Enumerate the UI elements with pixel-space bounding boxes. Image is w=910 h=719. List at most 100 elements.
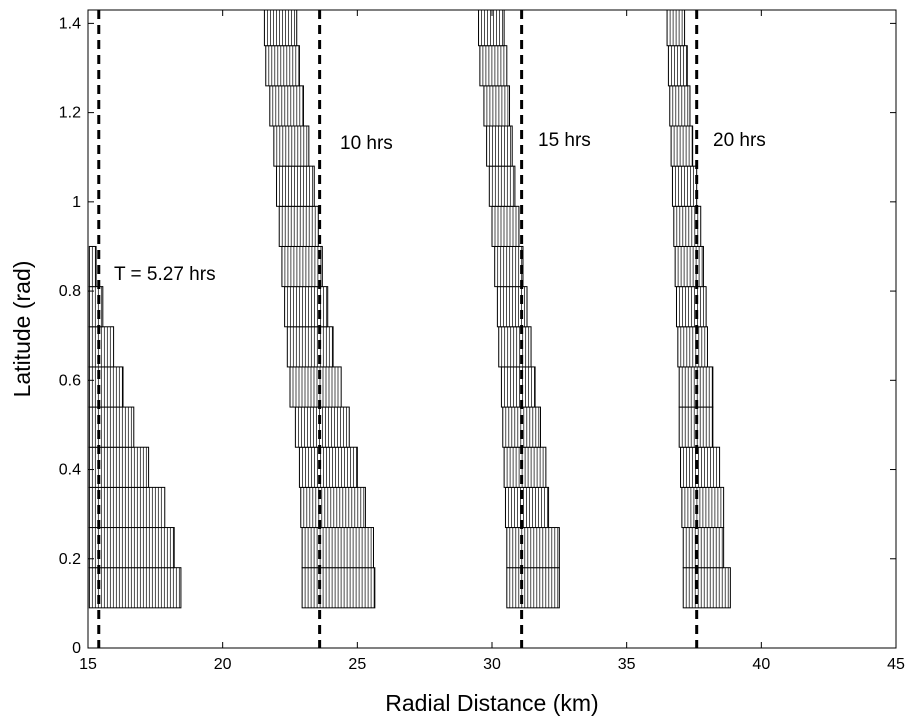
- lat-box-hatch: [669, 0, 681, 6]
- lat-box: [301, 527, 374, 569]
- lat-box-hatch: [91, 246, 96, 287]
- lat-box: [278, 205, 319, 247]
- y-tick-label: 0.8: [59, 283, 81, 300]
- y-tick-label: 1: [72, 194, 81, 211]
- lat-box: [666, 10, 686, 47]
- series-2-boxes: [262, 0, 376, 609]
- lat-box-hatch: [303, 487, 365, 528]
- lat-box-hatch: [681, 366, 713, 408]
- lat-box-rect: [682, 567, 731, 609]
- lat-box-rect: [666, 0, 684, 6]
- lat-box: [675, 286, 707, 328]
- x-tick-label: 35: [618, 656, 636, 673]
- lat-box: [670, 125, 694, 167]
- lat-box-hatch: [505, 407, 540, 448]
- lat-box-hatch: [675, 166, 694, 207]
- lat-box-hatch: [91, 407, 132, 448]
- lat-box: [289, 366, 342, 408]
- lat-box: [506, 527, 560, 569]
- lat-box: [674, 245, 704, 288]
- lat-box: [269, 85, 304, 127]
- lat-box-hatch: [676, 206, 699, 247]
- lat-box-rect: [486, 125, 513, 167]
- lat-box-hatch: [287, 286, 327, 327]
- lat-box: [677, 326, 708, 368]
- x-tick-label: 15: [79, 656, 97, 673]
- boxes-layer: [88, 0, 731, 609]
- y-tick-label: 0.6: [59, 372, 81, 389]
- lat-box-hatch: [673, 126, 693, 167]
- lat-box: [265, 45, 300, 87]
- lat-box: [678, 406, 714, 448]
- lat-box: [503, 446, 547, 488]
- lat-box: [263, 10, 298, 47]
- lat-box: [88, 245, 97, 288]
- lat-box-hatch: [480, 0, 501, 6]
- lat-box-rect: [502, 406, 541, 448]
- series-labels: T = 5.27 hrs 10 hrs 15 hrs 20 hrs: [114, 130, 766, 285]
- lat-box-rect: [88, 286, 104, 328]
- series-3-boxes: [477, 0, 560, 609]
- x-tick-label: 25: [348, 656, 366, 673]
- lat-box-hatch: [482, 45, 505, 86]
- lat-box-hatch: [679, 286, 704, 327]
- lat-box-rect: [680, 446, 721, 488]
- lat-box: [276, 165, 315, 207]
- lat-box: [88, 406, 135, 448]
- lat-box-rect: [284, 286, 329, 328]
- lat-box-hatch: [91, 326, 111, 367]
- lat-box: [671, 165, 698, 207]
- lat-box-rect: [265, 45, 300, 87]
- y-tick-label: 0.4: [59, 462, 81, 479]
- series-label-1: T = 5.27 hrs: [114, 264, 216, 285]
- y-axis: 0 0.2 0.4 0.6 0.8 1 1.2 1.4: [59, 15, 896, 657]
- lat-box: [483, 85, 511, 127]
- lat-box-hatch: [91, 567, 180, 608]
- lat-box: [88, 366, 124, 408]
- lat-box: [281, 245, 323, 288]
- lat-box-rect: [278, 205, 319, 247]
- lat-box-hatch: [304, 527, 372, 568]
- lat-box: [262, 0, 294, 6]
- lat-box: [494, 245, 524, 288]
- lat-box-rect: [88, 366, 124, 408]
- series-label-3: 15 hrs: [538, 130, 591, 151]
- lat-box-hatch: [272, 85, 304, 126]
- lat-box-hatch: [669, 10, 683, 46]
- lat-box-rect: [477, 0, 503, 6]
- lat-box: [669, 85, 691, 127]
- lat-box: [300, 486, 366, 529]
- x-axis-title: Radial Distance (km): [385, 690, 598, 716]
- y-tick-label: 1.4: [59, 15, 81, 32]
- lat-box-rect: [479, 45, 508, 87]
- lat-box: [88, 286, 104, 328]
- lat-box-hatch: [279, 166, 313, 207]
- lat-box-hatch: [289, 326, 333, 367]
- lat-box-rect: [88, 406, 135, 448]
- lat-box: [298, 446, 358, 488]
- lat-box: [488, 165, 516, 207]
- lat-box-rect: [300, 486, 366, 529]
- lat-box-rect: [483, 85, 511, 127]
- lat-box-rect: [262, 0, 294, 6]
- lat-box: [273, 125, 310, 167]
- lat-box-rect: [289, 366, 342, 408]
- lat-box: [682, 527, 725, 569]
- lat-box: [498, 326, 532, 368]
- lat-box: [479, 45, 508, 87]
- lat-box-rect: [263, 10, 298, 47]
- lat-box-hatch: [481, 10, 503, 46]
- lat-box-hatch: [265, 0, 292, 6]
- lat-box-hatch: [486, 85, 509, 126]
- fronts-layer: [97, 10, 699, 648]
- y-tick-label: 0.2: [59, 551, 81, 568]
- lat-box: [502, 406, 541, 448]
- lat-box-hatch: [685, 527, 723, 568]
- lat-box: [667, 45, 688, 87]
- lat-box: [506, 567, 560, 609]
- lat-box-rect: [504, 486, 550, 529]
- lat-box-hatch: [276, 126, 308, 167]
- lat-box-rect: [286, 326, 334, 368]
- lat-box-hatch: [268, 45, 300, 86]
